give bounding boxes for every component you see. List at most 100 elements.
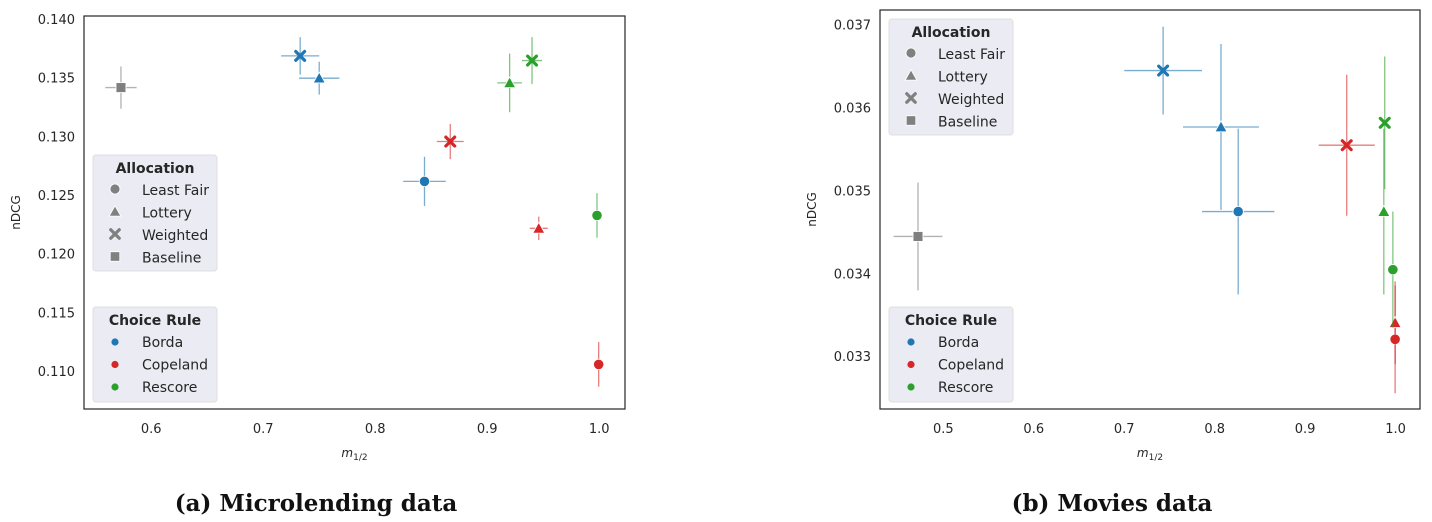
point-marker (1214, 120, 1228, 133)
point-marker (526, 54, 539, 67)
point-marker (1232, 205, 1244, 218)
point-marker (912, 231, 924, 242)
y-tick-label: 0.135 (38, 72, 75, 87)
legend-label: Least Fair (938, 47, 1005, 63)
data-point-copeland-least-fair (593, 342, 605, 387)
data-point-borda-lottery (299, 61, 340, 95)
x-axis-label: m1/2 (341, 446, 367, 463)
y-tick-label: 0.140 (38, 13, 75, 28)
x-tick-label: 0.7 (1114, 422, 1135, 437)
legend-marker-x (109, 228, 121, 240)
legend-box (92, 306, 218, 403)
point-marker (502, 76, 517, 89)
x-tick-label: 0.5 (933, 422, 954, 437)
y-tick-label: 0.115 (38, 306, 75, 321)
y-tick-label: 0.034 (834, 267, 871, 282)
legend-marker-x (905, 92, 917, 104)
data-point-borda-least-fair (1202, 128, 1275, 295)
data-point-rescore-weighted (521, 37, 543, 85)
point-marker (1340, 139, 1353, 152)
legend-marker-circle (905, 47, 917, 59)
legend-title: Choice Rule (905, 313, 997, 329)
point-marker (1387, 264, 1399, 276)
y-tick-label: 0.110 (38, 365, 75, 380)
x-tick-label: 0.9 (477, 422, 498, 437)
data-point-copeland-lottery (529, 216, 548, 241)
y-tick-label: 0.130 (38, 130, 75, 145)
point-marker (532, 221, 546, 234)
y-tick-label: 0.037 (834, 18, 871, 33)
legend-dot-rescore (907, 383, 915, 391)
x-tick-label: 0.6 (141, 422, 162, 437)
point-marker (1388, 315, 1402, 328)
legend-label: Baseline (142, 251, 201, 267)
legend-label: Least Fair (142, 183, 209, 199)
legend-dot-rescore (111, 383, 119, 391)
legend-title: Allocation (912, 25, 991, 41)
legend-marker-circle (109, 183, 121, 195)
y-axis-label: nDCG (805, 192, 819, 227)
legend-label: Lottery (938, 70, 988, 86)
data-point-rescore-lottery (1377, 128, 1391, 295)
data-point-borda-least-fair (403, 156, 446, 207)
legend-choice-rule: Choice Rule Borda Copeland Rescore (92, 306, 218, 403)
legend-dot-borda (907, 338, 915, 346)
legend-marker-triangle (108, 204, 122, 217)
y-axis-label: nDCG (9, 195, 23, 230)
legend-title: Allocation (116, 161, 195, 177)
legend-allocation: Allocation Least Fair Lottery Weighted Basel… (888, 18, 1014, 136)
x-tick-label: 0.9 (1295, 422, 1316, 437)
data-point-borda-lottery (1183, 44, 1259, 210)
x-tick-label: 0.7 (253, 422, 274, 437)
data-point-baseline-baseline (893, 182, 943, 291)
legend-allocation: Allocation Least Fair Lottery Weighted Basel… (92, 154, 218, 272)
legend-label: Borda (938, 335, 979, 351)
data-point-rescore-least-fair (1387, 211, 1399, 328)
legend-label: Lottery (142, 206, 192, 222)
x-tick-label: 1.0 (589, 422, 610, 437)
y-tick-label: 0.035 (834, 184, 871, 199)
data-point-copeland-weighted (1318, 74, 1375, 216)
x-tick-label: 0.6 (1023, 422, 1044, 437)
x-axis-label: m1/2 (1137, 446, 1163, 463)
point-marker (1157, 64, 1170, 77)
legend-dot-copeland (907, 360, 915, 369)
axes-frame (879, 9, 1421, 410)
legend-box (92, 154, 218, 272)
data-point-baseline-baseline (105, 66, 137, 109)
legend-label: Weighted (938, 92, 1004, 108)
x-tick-label: 1.0 (1385, 422, 1406, 437)
caption-b: (b) Movies data (1011, 490, 1213, 517)
data-point-borda-weighted (281, 37, 320, 75)
legend-label: Rescore (142, 380, 197, 396)
data-point-rescore-weighted (1378, 56, 1391, 190)
legend-label: Copeland (938, 358, 1004, 374)
legend-box (888, 306, 1014, 403)
legend-dot-copeland (111, 360, 119, 369)
chart-panel-a: 0.6 0.7 0.8 0.9 1.0 0.110 0.115 0.120 0.125 0.130… (9, 13, 626, 463)
figure: 0.6 0.7 0.8 0.9 1.0 0.110 0.115 0.120 0.125 0.130… (9, 9, 1421, 463)
legend-box (888, 18, 1014, 136)
point-marker (115, 82, 127, 93)
point-marker (1377, 204, 1391, 217)
data-point-rescore-least-fair (591, 193, 603, 238)
y-tick-label: 0.033 (834, 350, 871, 365)
point-marker (593, 358, 605, 371)
x-tick-label: 0.8 (1204, 422, 1225, 437)
data-point-copeland-lottery (1388, 281, 1402, 365)
legend-title: Choice Rule (109, 313, 201, 329)
y-tick-label: 0.125 (38, 189, 75, 204)
legend-choice-rule: Choice Rule Borda Copeland Rescore (888, 306, 1014, 403)
data-point-rescore-lottery (497, 53, 522, 113)
y-tick-label: 0.120 (38, 248, 75, 263)
legend-label: Baseline (938, 115, 997, 131)
legend-label: Weighted (142, 228, 208, 244)
legend-marker-triangle (904, 68, 918, 81)
point-marker (1378, 116, 1391, 129)
point-marker (444, 135, 457, 148)
point-marker (312, 71, 326, 84)
caption-a: (a) Microlending data (174, 490, 458, 517)
legend-label: Copeland (142, 358, 208, 374)
chart-panel-b: 0.5 0.6 0.7 0.8 0.9 1.0 0.033 0.034 0.035 0.036 0.… (805, 9, 1421, 463)
point-marker (418, 175, 431, 188)
